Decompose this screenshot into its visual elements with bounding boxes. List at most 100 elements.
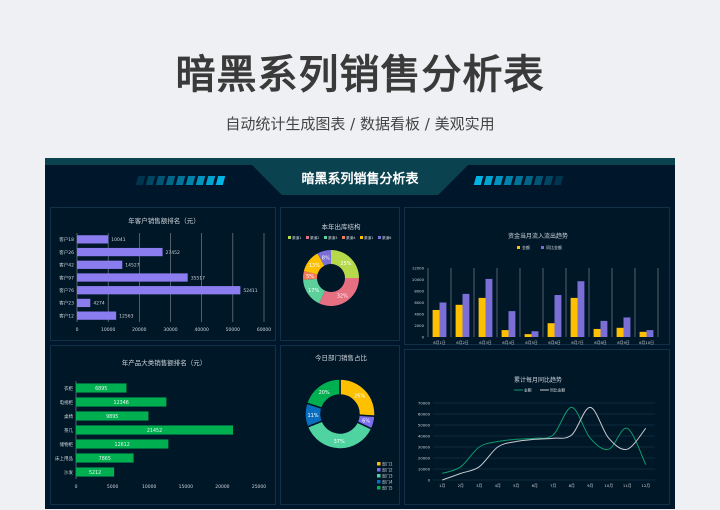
bar xyxy=(600,320,608,337)
slice-label: 26% xyxy=(354,394,365,400)
bar xyxy=(623,317,631,337)
y-tick-label: 2000 xyxy=(414,323,424,328)
x-tick-label: 11月 xyxy=(623,483,632,488)
legend-label: 金额 xyxy=(524,388,532,393)
stripe xyxy=(513,176,524,185)
stripe xyxy=(205,176,216,185)
pie-slice xyxy=(305,378,341,410)
x-tick-label: 6月3日 xyxy=(479,340,492,345)
stripe xyxy=(483,176,494,185)
header-stripes-right xyxy=(473,176,564,185)
x-tick-label: 6月4日 xyxy=(502,340,515,345)
legend-label: 渠道3 xyxy=(328,235,337,240)
category-label: 电视柜 xyxy=(60,399,74,406)
chart-title: 本年出库结构 xyxy=(322,222,362,231)
legend-label: 渠道4 xyxy=(346,235,356,240)
stripe xyxy=(533,176,544,185)
pie-slice xyxy=(303,278,326,304)
series-line xyxy=(442,406,647,474)
x-tick-label: 6月6日 xyxy=(548,340,561,345)
category-label: 客户76 xyxy=(59,287,74,294)
y-tick-label: 10000 xyxy=(418,467,431,472)
bar xyxy=(77,247,163,257)
x-tick-label: 0 xyxy=(76,327,79,333)
legend-swatch xyxy=(377,474,381,478)
bar xyxy=(76,439,169,449)
x-tick-label: 25000 xyxy=(252,484,266,490)
bar xyxy=(485,278,493,337)
slice-label: 20% xyxy=(319,390,330,396)
y-tick-label: 6000 xyxy=(414,300,424,305)
legend-label: 渠道1 xyxy=(292,235,301,240)
bar xyxy=(547,323,555,337)
legend-swatch xyxy=(377,462,381,466)
header-title-plate xyxy=(245,158,475,195)
y-tick-label: 0 xyxy=(428,478,431,483)
bar xyxy=(432,309,440,337)
category-label: 衣柜 xyxy=(64,385,73,392)
category-label: 客户23 xyxy=(59,300,74,307)
category-label: 客户42 xyxy=(59,262,74,269)
legend-label: 部门3 xyxy=(382,472,393,478)
chart-title: 年客户销售额排名（元） xyxy=(128,216,200,225)
x-tick-label: 1月 xyxy=(439,483,445,488)
series-line xyxy=(442,406,647,481)
monthly-trend-panel: 累计每月同比趋势 金额 同比金额 0 10000 20000 30000 40000 50000… xyxy=(404,349,670,505)
bar xyxy=(531,331,539,337)
x-tick-label: 30000 xyxy=(163,327,177,333)
customer-sales-panel: 年客户销售额排名（元） 0 10000 20000 30000 40000 50000 600… xyxy=(50,207,276,341)
legend-swatch xyxy=(377,480,381,484)
x-tick-label: 50000 xyxy=(226,327,240,333)
bar xyxy=(577,281,585,337)
category-label: 储物柜 xyxy=(60,441,74,448)
category-label: 桌椅 xyxy=(64,413,73,420)
pie-slice xyxy=(303,253,325,275)
category-label: 床上用品 xyxy=(55,455,73,462)
slice-label: 6% xyxy=(362,419,370,425)
outbound-structure-panel: 本年出库结构 25% 32% 17% 5% 13% 8% 渠道1 渠道2 渠道3 渠道4 渠道1 渠道6 xyxy=(280,207,400,341)
legend-label: 部门2 xyxy=(382,466,393,472)
x-tick-label: 7月 xyxy=(550,483,556,488)
data-label: 10041 xyxy=(111,237,125,243)
y-tick-label: 40000 xyxy=(418,434,431,439)
category-label: 客户97 xyxy=(59,274,74,281)
slice-label: 17% xyxy=(308,288,319,294)
data-label: 14527 xyxy=(125,263,139,269)
data-label: 52411 xyxy=(243,288,257,294)
stripe xyxy=(553,176,564,185)
chart-title: 资金当月流入流出趋势 xyxy=(508,232,568,240)
data-label: 21452 xyxy=(147,428,162,434)
data-label: 6895 xyxy=(95,386,107,392)
category-label: 茶几 xyxy=(64,427,73,434)
bar xyxy=(570,297,578,337)
y-tick-label: 20000 xyxy=(418,456,431,461)
product-sales-panel: 年产品大类销售额排名（元） 0 5000 10000 15000 20000 25000 衣柜… xyxy=(50,345,276,505)
x-tick-label: 6月5日 xyxy=(525,340,538,345)
stripe xyxy=(145,176,156,185)
slice-label: 8% xyxy=(322,256,330,262)
stripe xyxy=(543,176,554,185)
legend-label: 金额 xyxy=(522,244,530,250)
legend-swatch xyxy=(342,236,345,239)
legend-label: 同比金额 xyxy=(550,388,565,393)
x-tick-label: 8月 xyxy=(569,483,575,488)
data-label: 12563 xyxy=(119,313,133,319)
page-subtitle: 自动统计生成图表 / 数据看板 / 美观实用 xyxy=(225,115,495,133)
x-tick-label: 6月7日 xyxy=(571,340,584,345)
dashboard: 暗黑系列销售分析表 年客户销售额排名（元） 0 10000 20000 30000 400… xyxy=(45,158,675,509)
x-tick-label: 5000 xyxy=(107,484,119,490)
x-tick-label: 6月 xyxy=(532,483,538,488)
x-tick-label: 6月8日 xyxy=(594,340,607,345)
x-tick-label: 12月 xyxy=(641,483,650,488)
x-tick-label: 15000 xyxy=(179,484,193,490)
x-tick-label: 6月10日 xyxy=(639,340,654,345)
y-tick-label: 8000 xyxy=(414,289,424,294)
category-label: 客户26 xyxy=(59,249,74,256)
slice-label: 5% xyxy=(306,274,314,280)
chart-title: 累计每月同比趋势 xyxy=(514,376,562,384)
x-tick-label: 3月 xyxy=(476,483,482,488)
x-tick-label: 10000 xyxy=(142,484,156,490)
dashboard-title: 暗黑系列销售分析表 xyxy=(301,172,419,187)
bar xyxy=(508,311,516,337)
y-tick-label: 4000 xyxy=(414,312,424,317)
